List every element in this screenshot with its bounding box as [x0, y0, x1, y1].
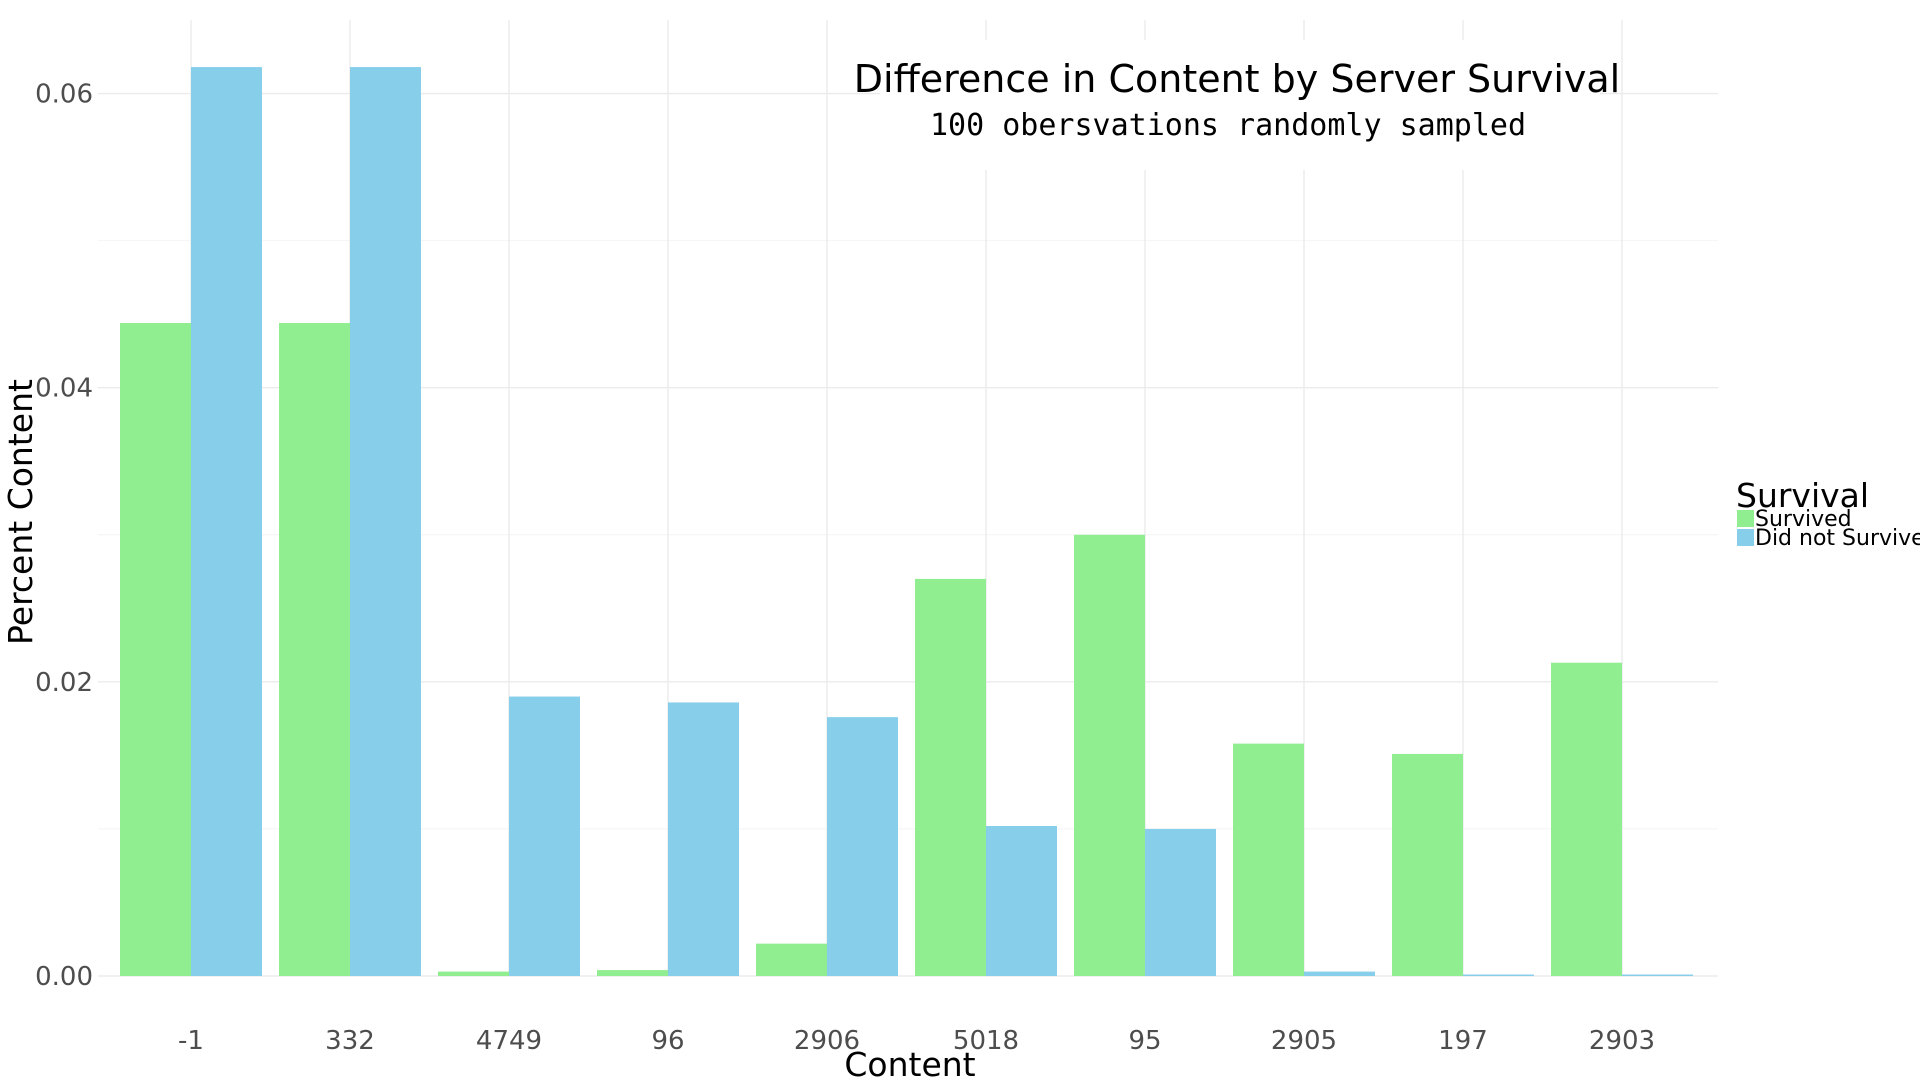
- chart-title: Difference in Content by Server Survival: [854, 57, 1621, 101]
- x-tick-label: 5018: [953, 1026, 1019, 1056]
- x-tick-label: 2905: [1271, 1026, 1337, 1056]
- bar-survived-197: [1392, 753, 1463, 976]
- x-axis-title: Content: [844, 1045, 975, 1080]
- bar-did-not-survive-2905: [1304, 971, 1375, 976]
- y-tick-label: 0.04: [35, 374, 93, 404]
- y-axis-ticks: 0.00 0.02 0.04 0.06: [35, 80, 93, 992]
- bar-survived-95: [1074, 534, 1145, 976]
- bar-survived-2903: [1551, 662, 1622, 976]
- x-tick-label: 332: [325, 1026, 375, 1056]
- x-tick-label: 96: [651, 1026, 684, 1056]
- bar-survived--1: [120, 322, 191, 976]
- legend-swatch-did-not-survive: [1737, 529, 1754, 546]
- bar-survived-2906: [756, 943, 827, 976]
- title-panel: [880, 40, 1600, 170]
- y-tick-label: 0.06: [35, 80, 93, 110]
- chart-subtitle: 100 obersvations randomly sampled: [930, 108, 1526, 143]
- bar-did-not-survive-5018: [986, 825, 1057, 976]
- bar-did-not-survive-4749: [509, 696, 580, 976]
- legend-swatch-survived: [1737, 510, 1754, 527]
- bar-did-not-survive-197: [1463, 974, 1534, 976]
- bar-survived-2905: [1233, 743, 1304, 976]
- bar-survived-4749: [438, 971, 509, 976]
- x-tick-label: -1: [178, 1026, 204, 1056]
- bar-did-not-survive-2906: [827, 717, 898, 976]
- bar-did-not-survive-96: [668, 702, 739, 976]
- bar-did-not-survive-332: [350, 67, 421, 976]
- x-tick-label: 95: [1128, 1026, 1161, 1056]
- bar-did-not-survive--1: [191, 67, 262, 976]
- bar-did-not-survive-95: [1145, 828, 1216, 976]
- bar-survived-332: [279, 322, 350, 976]
- bar-did-not-survive-2903: [1622, 974, 1693, 976]
- x-axis-ticks: -1 332 4749 96 2906 5018 95 2905 197 2903: [178, 1026, 1655, 1056]
- y-tick-label: 0.00: [35, 962, 93, 992]
- bar-survived-96: [597, 970, 668, 976]
- bars: [120, 67, 1693, 976]
- y-tick-label: 0.02: [35, 668, 93, 698]
- y-axis-title: Percent Content: [1, 379, 40, 645]
- legend-label-did-not-survive: Did not Survive: [1755, 526, 1920, 551]
- legend-title: Survival: [1736, 476, 1869, 515]
- legend-label-survived: Survived: [1755, 507, 1852, 532]
- x-tick-label: 2903: [1589, 1026, 1655, 1056]
- x-tick-label: 4749: [476, 1026, 542, 1056]
- x-tick-label: 197: [1438, 1026, 1488, 1056]
- x-tick-label: 2906: [794, 1026, 860, 1056]
- bar-survived-5018: [915, 578, 986, 976]
